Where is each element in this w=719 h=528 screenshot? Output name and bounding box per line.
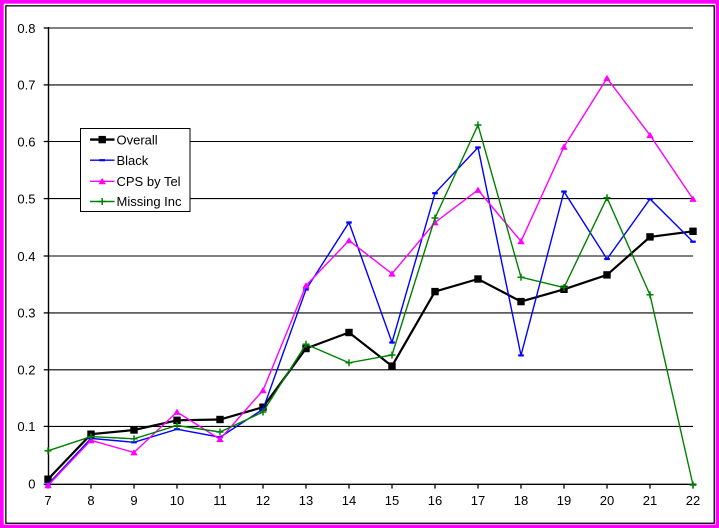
svg-text:0.1: 0.1 <box>17 419 35 434</box>
svg-text:Overall: Overall <box>117 132 158 147</box>
svg-text:15: 15 <box>385 493 399 508</box>
svg-text:21: 21 <box>643 493 657 508</box>
svg-text:8: 8 <box>87 493 94 508</box>
svg-text:0.8: 0.8 <box>17 21 35 36</box>
svg-text:17: 17 <box>471 493 485 508</box>
svg-text:Missing Inc: Missing Inc <box>117 194 183 209</box>
svg-text:14: 14 <box>342 493 356 508</box>
svg-text:7: 7 <box>44 493 51 508</box>
svg-text:CPS by Tel: CPS by Tel <box>117 174 181 189</box>
svg-text:12: 12 <box>256 493 270 508</box>
svg-text:19: 19 <box>557 493 571 508</box>
svg-text:0.5: 0.5 <box>17 191 35 206</box>
svg-text:0.2: 0.2 <box>17 363 35 378</box>
svg-text:Black: Black <box>117 153 149 168</box>
svg-text:11: 11 <box>213 493 227 508</box>
svg-text:13: 13 <box>299 493 313 508</box>
svg-text:9: 9 <box>130 493 137 508</box>
svg-text:22: 22 <box>686 493 700 508</box>
svg-text:0.7: 0.7 <box>17 78 35 93</box>
svg-text:0: 0 <box>28 477 35 492</box>
svg-text:0.3: 0.3 <box>17 306 35 321</box>
svg-text:10: 10 <box>170 493 184 508</box>
svg-text:0.6: 0.6 <box>17 134 35 149</box>
svg-text:18: 18 <box>514 493 528 508</box>
svg-text:16: 16 <box>428 493 442 508</box>
svg-text:0.4: 0.4 <box>17 249 35 264</box>
svg-text:20: 20 <box>600 493 614 508</box>
